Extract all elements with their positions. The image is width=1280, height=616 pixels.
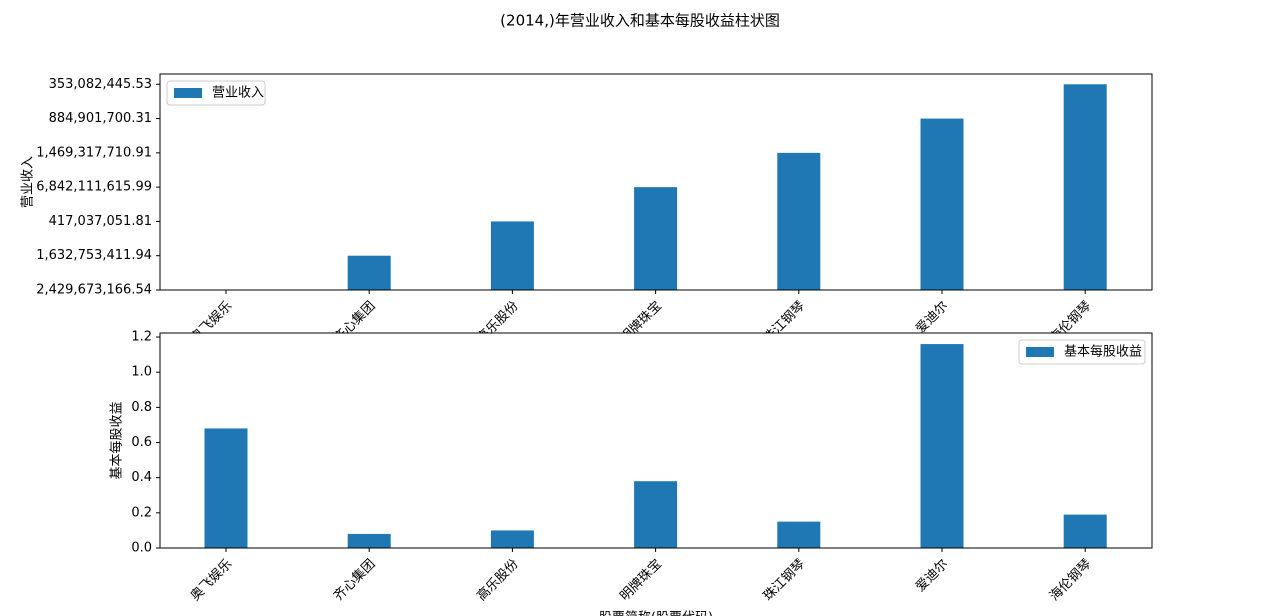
legend-box <box>166 80 266 106</box>
y-tick-label: 6,842,111,615.99 <box>36 180 152 195</box>
legend-label: 营业收入 <box>212 86 264 101</box>
chart-title: (2014,)年营业收入和基本每股收益柱状图 <box>500 12 780 30</box>
bar <box>204 428 248 548</box>
x-tick-label: 海伦钢琴 <box>1047 557 1094 604</box>
bar <box>920 344 964 548</box>
x-tick-label: 明牌珠宝 <box>617 556 665 604</box>
legend-swatch <box>174 88 202 98</box>
y-tick-label: 1,632,753,411.94 <box>36 248 152 263</box>
bar <box>1063 514 1107 548</box>
x-axis-label: 股票简称(股票代码) <box>599 610 713 616</box>
legend-box <box>1018 339 1146 365</box>
y-tick-label: 0.0 <box>131 541 152 556</box>
bar <box>920 118 964 290</box>
y-axis-label: 基本每股收益 <box>109 401 125 479</box>
x-tick-label: 珠江钢琴 <box>761 557 808 604</box>
bar <box>1063 84 1107 291</box>
bar <box>777 521 821 548</box>
y-tick-label: 0.8 <box>131 400 152 415</box>
axes-frame <box>159 332 1153 549</box>
bar <box>490 221 534 290</box>
legend-swatch <box>1026 347 1054 357</box>
y-tick-label: 417,037,051.81 <box>49 214 152 229</box>
bar <box>634 187 678 290</box>
x-tick-label: 高乐股份 <box>474 556 522 604</box>
y-axis-label: 营业收入 <box>21 156 36 208</box>
bar <box>777 152 821 290</box>
x-tick-label: 爱迪尔 <box>913 299 951 337</box>
y-tick-label: 0.6 <box>131 435 152 450</box>
bar <box>634 481 678 548</box>
y-tick-label: 353,082,445.53 <box>49 77 152 92</box>
x-tick-label: 爱迪尔 <box>913 557 951 595</box>
y-tick-label: 1.2 <box>131 330 152 345</box>
y-tick-label: 1.0 <box>131 365 152 380</box>
bar <box>490 530 534 548</box>
y-tick-label: 884,901,700.31 <box>49 111 152 126</box>
y-tick-label: 2,429,673,166.54 <box>36 283 152 298</box>
bar <box>347 533 391 548</box>
y-tick-label: 0.4 <box>131 470 152 485</box>
legend-label: 基本每股收益 <box>1064 344 1142 360</box>
y-tick-label: 1,469,317,710.91 <box>36 145 152 160</box>
axes-frame <box>159 73 1153 291</box>
x-tick-label: 奥飞娱乐 <box>188 557 235 604</box>
x-tick-label: 齐心集团 <box>330 556 378 604</box>
y-tick-label: 0.2 <box>131 505 152 520</box>
bar <box>347 255 391 290</box>
